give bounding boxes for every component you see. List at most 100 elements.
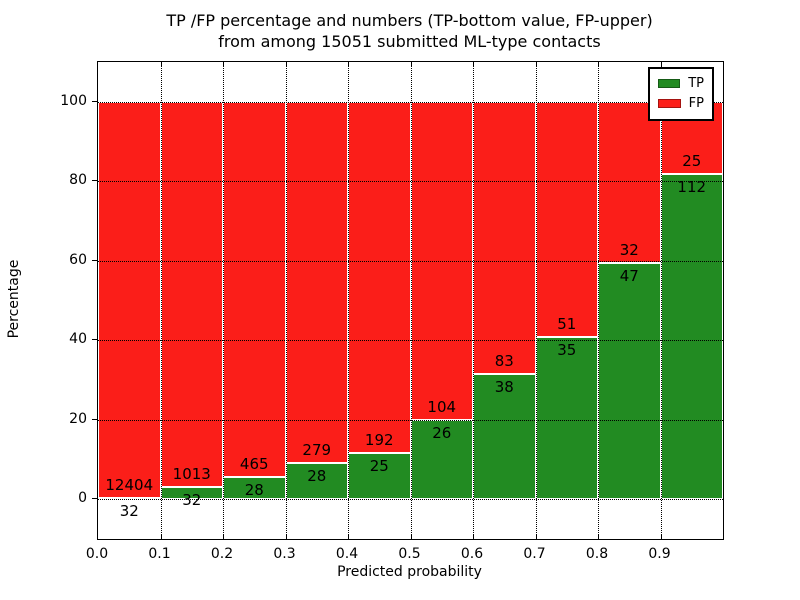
y-tick-mark [92,259,97,261]
chart-title-line-2: from among 15051 submitted ML-type conta… [218,32,601,51]
gridline-horizontal [98,260,723,262]
bar-tp-segment [285,462,348,500]
x-tick-label: 0.2 [210,546,234,562]
x-tick-mark-top [223,62,224,67]
fp-count-label: 25 [682,152,702,171]
tp-count-label: 35 [557,341,577,360]
fp-count-label: 279 [302,440,332,459]
fp-count-label: 465 [239,454,269,473]
fp-count-label: 51 [557,315,577,334]
fp-count-label: 104 [427,397,457,416]
fp-legend-label: FP [688,96,704,111]
y-tick-mark [92,498,97,500]
gridline-vertical [660,62,662,539]
gridline-horizontal [98,101,723,103]
y-tick-label: 100 [60,92,87,109]
y-tick-mark [92,339,97,341]
bar-tp-segment [598,262,661,500]
x-tick-mark [535,534,537,539]
x-tick-mark-top [598,62,599,67]
x-tick-mark-top [660,62,662,67]
tp-count-label: 32 [182,491,202,510]
fp-legend-swatch [658,99,681,108]
bar-fp-segment [473,101,536,375]
y-axis-label: Percentage [6,259,22,339]
x-tick-mark [660,534,662,539]
x-tick-label: 0.5 [398,546,421,562]
y-tick-label: 60 [69,251,87,268]
gridline-horizontal [98,340,723,342]
fp-count-label: 1013 [172,465,211,484]
fp-count-label: 12404 [105,476,154,495]
tp-count-label: 47 [619,266,639,285]
x-tick-label: 0.8 [585,546,609,562]
tp-count-label: 28 [244,480,264,499]
x-tick-mark [598,534,599,539]
plot-area: TP FP 12404 32 1013 32 465 28 279 28 192 25 104 26 8… [97,61,724,540]
gridline-vertical [598,62,599,539]
x-tick-label: 0.1 [148,546,171,562]
gridline-vertical [285,62,287,539]
gridline-vertical [223,62,224,539]
x-tick-mark [285,534,287,539]
y-tick-label: 80 [69,172,87,189]
x-tick-mark-top [473,62,474,67]
x-tick-label: 0.6 [460,546,484,562]
bar-tp-segment [348,453,411,500]
gridline-vertical [348,62,349,539]
fp-count-label: 32 [619,240,639,259]
tp-count-label: 26 [432,423,452,442]
x-axis-label: Predicted probability [337,564,482,580]
x-tick-mark [223,534,224,539]
bar-fp-segment [98,101,161,499]
bar-tp-segment [535,337,598,500]
x-tick-mark-top [410,62,412,67]
x-tick-mark-top [535,62,537,67]
x-tick-label: 0.3 [273,546,296,562]
legend: TP FP [648,67,714,121]
chart-title: TP /FP percentage and numbers (TP-bottom… [97,10,722,52]
x-tick-mark [160,534,162,539]
tp-count-label: 32 [119,502,139,521]
x-tick-label: 0.0 [85,546,109,562]
tp-count-label: 25 [369,457,389,476]
legend-item-fp: FP [658,95,704,112]
chart-title-line-1: TP /FP percentage and numbers (TP-bottom… [166,11,653,30]
y-tick-mark [92,100,97,102]
bar-tp-segment [660,174,723,500]
bar-fp-segment [598,101,661,263]
tp-count-label: 38 [494,378,514,397]
fp-count-label: 83 [494,352,514,371]
gridline-horizontal [98,499,723,501]
gridline-vertical [473,62,474,539]
gridline-horizontal [98,181,723,183]
bar-fp-segment [348,101,411,454]
gridline-horizontal [98,419,723,421]
x-tick-label: 0.9 [648,546,671,562]
bar-fp-segment [223,101,286,477]
y-tick-mark [92,180,97,182]
x-tick-label: 0.7 [523,546,546,562]
x-tick-mark [348,534,349,539]
gridline-vertical [535,62,537,539]
x-tick-mark-top [160,62,162,67]
y-tick-label: 0 [78,490,87,507]
tp-legend-label: TP [688,76,704,91]
x-tick-mark [410,534,412,539]
bar-fp-segment [535,101,598,338]
gridline-vertical [410,62,412,539]
x-tick-mark-top [285,62,287,67]
x-tick-label: 0.4 [335,546,359,562]
tp-legend-swatch [658,79,681,88]
y-tick-mark [92,418,97,420]
y-tick-label: 20 [69,410,87,427]
x-tick-mark-top [348,62,349,67]
legend-item-tp: TP [658,75,704,92]
tp-count-label: 28 [307,466,327,485]
fp-count-label: 192 [364,431,394,450]
gridline-vertical [160,62,162,539]
tp-count-label: 112 [677,178,707,197]
x-tick-mark [473,534,474,539]
bar-fp-segment [160,101,223,488]
